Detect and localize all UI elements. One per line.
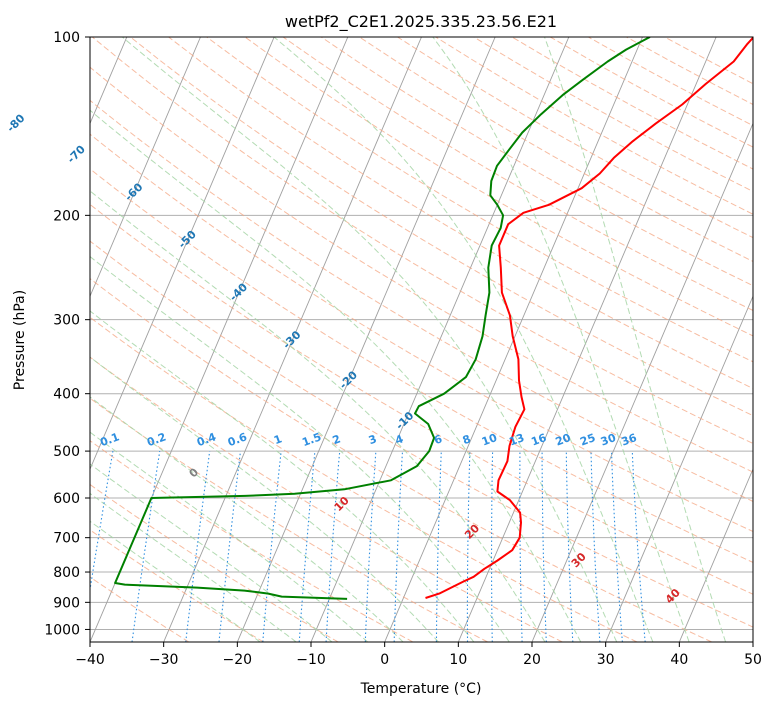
dry-adiabat: [90, 316, 638, 642]
isotherm-line: [236, 37, 496, 642]
x-tick-label: 40: [670, 652, 688, 668]
x-tick-label: −20: [223, 652, 253, 668]
mixing-ratio-label: 16: [529, 431, 548, 449]
x-tick-label: −40: [75, 652, 105, 668]
x-tick-label: −10: [296, 652, 326, 668]
moist-adiabat: [90, 431, 369, 642]
isotherm-line: [457, 37, 717, 642]
y-tick-label: 600: [53, 491, 80, 507]
mixing-ratio-label: 0.4: [195, 430, 218, 449]
x-tick-label: −30: [149, 652, 179, 668]
y-tick-label: 500: [53, 444, 80, 460]
mixing-ratio-label: 1.5: [300, 430, 323, 449]
moist-adiabat: [432, 37, 690, 642]
isotherm-line: [90, 37, 201, 298]
x-axis-title: Temperature (°C): [360, 681, 482, 697]
dry-adiabat: [90, 483, 339, 642]
moist-adiabat: [90, 463, 333, 642]
mixing-ratio-label: 4: [393, 432, 405, 447]
x-tick-label: 10: [449, 652, 467, 668]
dry-adiabat: [90, 440, 414, 642]
y-tick-label: 300: [53, 313, 80, 329]
mixing-ratio-label: 13: [507, 431, 526, 448]
dry-adiabat: [90, 576, 190, 642]
dry-adiabat: [90, 240, 753, 628]
dewpoint-line: [114, 37, 651, 600]
temperature-line: [425, 37, 753, 599]
mixing-ratio-label: 0.2: [145, 430, 168, 449]
mixing-ratio-label: 36: [620, 431, 639, 449]
mixing-ratio-line: [298, 451, 316, 642]
plot-area-background: [90, 37, 753, 642]
moist-adiabat: [90, 396, 404, 642]
dry-adiabat: [90, 203, 753, 595]
dry-adiabat: [90, 356, 563, 642]
isotherm-line: [163, 37, 422, 642]
y-tick-label: 200: [53, 208, 80, 224]
x-axis: −40 −30 −20 −10 0 10 20 30 40 50: [75, 642, 762, 668]
mixing-ratio-line: [218, 451, 242, 642]
mixing-ratio-label: 8: [461, 432, 473, 447]
dry-adiabat: [90, 66, 753, 473]
moist-adiabat: [90, 190, 546, 642]
y-tick-label: 800: [53, 565, 80, 581]
x-tick-label: 30: [597, 652, 615, 668]
mixing-ratio-label: 3: [367, 432, 379, 447]
mixing-ratio-label: 0.6: [226, 430, 249, 449]
y-tick-label: 900: [53, 595, 80, 611]
moist-adiabat: [121, 37, 618, 642]
x-tick-label: 20: [523, 652, 541, 668]
mixing-ratio-label: 0.1: [98, 430, 121, 449]
isotherm-line: [678, 467, 753, 642]
dry-adiabat: [90, 397, 488, 642]
mixing-ratio-label: 30: [599, 431, 618, 449]
mixing-ratio-line: [185, 451, 211, 642]
isotherm-line: [90, 37, 275, 471]
moist-adiabat: [90, 520, 261, 642]
mixing-ratio-line: [90, 451, 114, 594]
mixing-ratio-line: [631, 451, 646, 642]
dry-adiabat: [90, 133, 753, 533]
isotherm-line: [605, 295, 753, 642]
sounding-lines: [114, 37, 753, 600]
moist-adiabat: [90, 109, 582, 642]
mixing-ratio-label: 6: [432, 432, 444, 447]
mixing-ratio-line: [131, 451, 161, 642]
y-tick-label: 1000: [44, 622, 80, 638]
mixing-ratio-label: 25: [578, 431, 597, 448]
mixing-ratio-label: 2: [331, 432, 343, 447]
plot-frame: [89, 36, 754, 643]
moist-adiabat: [273, 37, 654, 642]
moist-adiabat: [90, 356, 439, 642]
x-tick-label: 0: [380, 652, 389, 668]
moist-adiabat: [90, 310, 475, 642]
dry-adiabat: [90, 168, 753, 563]
dry-adiabat: [282, 37, 753, 312]
y-tick-label: 400: [53, 387, 80, 403]
isotherm-line: [531, 122, 753, 642]
dry-adiabat: [206, 37, 753, 363]
mixing-ratio-label: 1: [272, 432, 284, 447]
moist-adiabat: [90, 255, 510, 642]
mixing-ratio-label: 10: [480, 431, 499, 449]
dry-adiabat: [130, 37, 753, 417]
y-tick-label: 100: [53, 30, 80, 46]
mixing-ratio-label: 20: [554, 431, 573, 449]
y-axis-title: Pressure (hPa): [12, 290, 28, 390]
y-axis: 100 200 300 400 500 600 700 800 900 1000: [44, 30, 90, 638]
background-lines: [90, 37, 753, 642]
y-tick-label: 700: [53, 531, 80, 547]
chart-title: wetPf2_C2E1.2025.335.23.56.E21: [285, 12, 557, 32]
x-tick-label: 50: [744, 652, 762, 668]
